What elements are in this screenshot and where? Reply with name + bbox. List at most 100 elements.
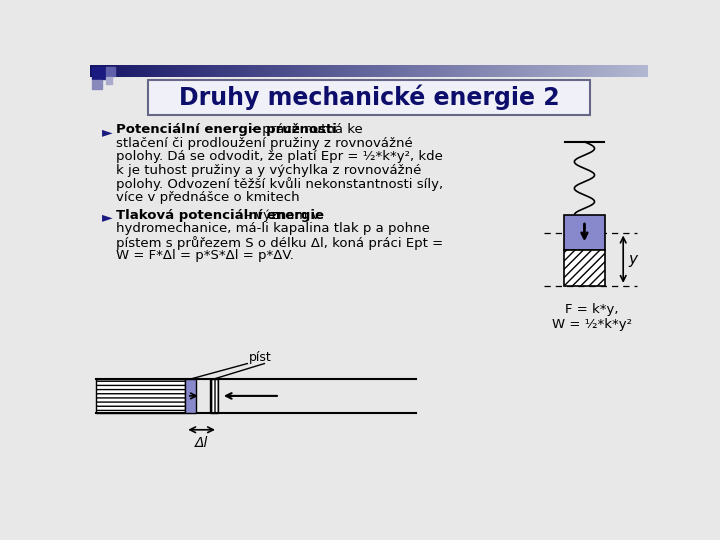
Bar [406,65,407,77]
Bar [184,65,185,77]
Bar [290,65,291,77]
Bar [117,65,118,77]
Bar [567,65,568,77]
Bar [123,65,124,77]
Bar [555,65,556,77]
Bar [394,65,395,77]
Bar [92,80,102,90]
Bar [209,65,210,77]
Bar [614,65,615,77]
Bar [186,65,187,77]
Bar [617,65,618,77]
Bar [111,65,112,77]
Bar [270,65,271,77]
Bar [499,65,500,77]
Bar [560,65,561,77]
Bar [612,65,613,77]
Bar [199,65,200,77]
Bar [547,65,548,77]
Bar [174,65,175,77]
Bar [125,65,126,77]
Bar [604,65,605,77]
Bar [431,65,432,77]
Bar [203,65,204,77]
Bar [474,65,475,77]
Bar [456,65,457,77]
Bar [558,65,559,77]
Bar [118,65,119,77]
Bar [183,65,184,77]
Bar [165,65,166,77]
Bar [595,65,596,77]
Text: ►: ► [102,211,112,224]
Bar [225,65,226,77]
Bar [367,65,368,77]
Bar [323,65,324,77]
Bar [455,65,456,77]
Bar [611,65,612,77]
Text: polohy. Dá se odvodit, že platí Epr = ½*k*y², kde: polohy. Dá se odvodit, že platí Epr = ½*… [116,150,443,163]
Bar [246,65,248,77]
Bar [518,65,519,77]
Bar [594,65,595,77]
Bar [523,65,524,77]
Bar [556,65,557,77]
Bar [480,65,481,77]
Bar [437,65,438,77]
Bar [297,65,299,77]
Bar [238,65,239,77]
Bar [627,65,628,77]
Bar [150,65,151,77]
Bar [333,65,334,77]
Bar [142,65,143,77]
Bar [154,65,155,77]
Bar [306,65,307,77]
Bar [149,65,150,77]
Bar [393,65,394,77]
Bar [233,65,234,77]
Bar [214,65,215,77]
Bar [438,65,439,77]
Bar [216,65,217,77]
Bar [411,65,412,77]
Bar [242,65,243,77]
Bar [432,65,433,77]
Bar [483,65,484,77]
Bar [101,65,102,77]
Bar [347,65,348,77]
Bar [127,65,128,77]
Bar [562,65,563,77]
Bar [287,65,289,77]
Bar [337,65,338,77]
Bar [433,65,434,77]
Bar [148,65,149,77]
Bar [646,65,647,77]
Bar [548,65,549,77]
Bar [486,65,487,77]
Bar [572,65,573,77]
Bar [218,65,219,77]
Bar [418,65,419,77]
Bar [573,65,574,77]
Bar [275,65,276,77]
Bar [129,65,130,77]
Bar [477,65,478,77]
Bar [638,65,639,77]
Bar [354,65,355,77]
Bar [546,65,547,77]
Bar [574,65,575,77]
Bar [213,65,214,77]
Bar [136,65,137,77]
Bar [397,65,398,77]
Bar [534,65,535,77]
Bar [494,65,495,77]
Bar [196,65,197,77]
Bar [167,65,168,77]
Bar [620,65,621,77]
Bar [467,65,468,77]
Bar [576,65,577,77]
Bar [133,65,134,77]
Bar [210,65,211,77]
Bar [193,65,194,77]
Bar [610,65,611,77]
